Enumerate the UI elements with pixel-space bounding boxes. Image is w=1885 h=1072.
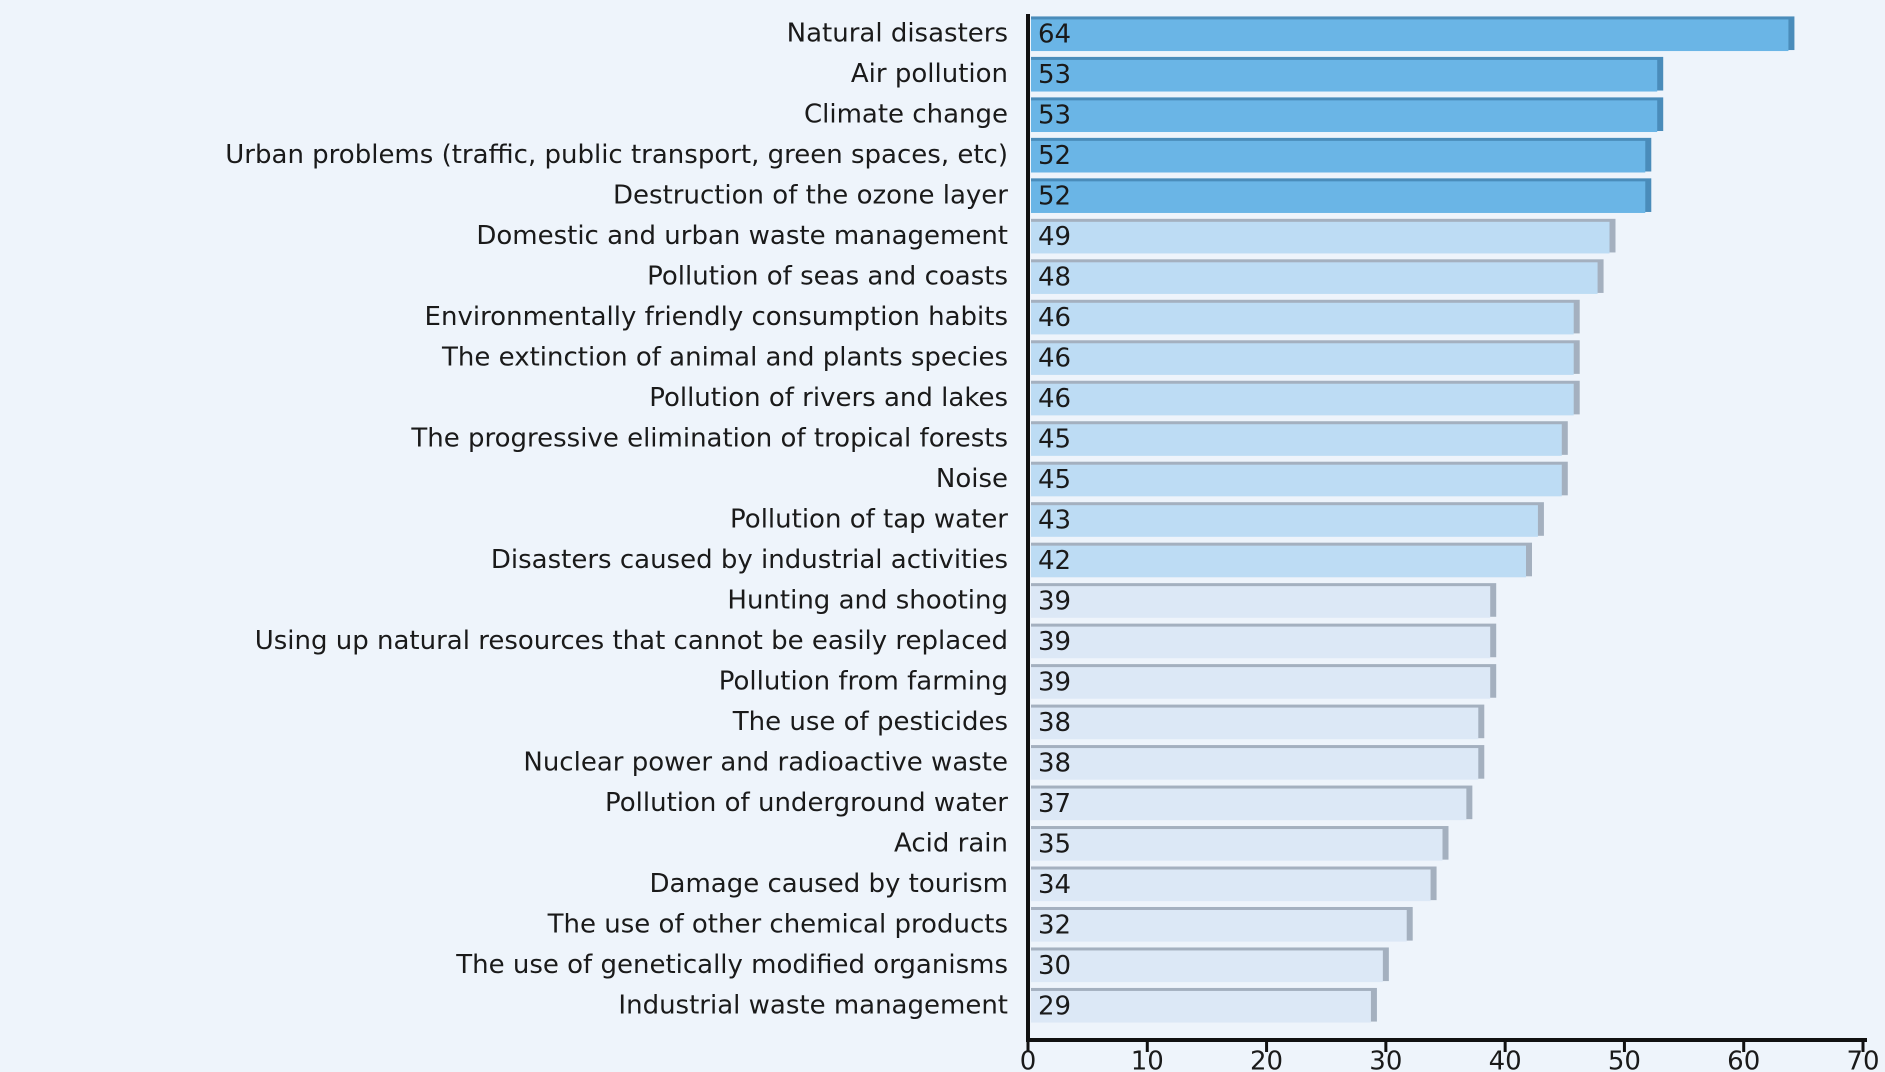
category-label: The use of other chemical products	[547, 909, 1008, 939]
bar	[1031, 343, 1574, 375]
bar	[1031, 302, 1574, 335]
bar	[1031, 424, 1562, 456]
value-label: 53	[1038, 60, 1071, 90]
value-label: 38	[1038, 748, 1071, 778]
bar	[1031, 626, 1491, 659]
x-tick-label: 60	[1727, 1047, 1760, 1072]
category-label: The progressive elimination of tropical …	[410, 424, 1008, 454]
category-label: Nuclear power and radioactive waste	[523, 747, 1008, 777]
value-label: 46	[1038, 384, 1071, 414]
bar	[1031, 990, 1371, 1023]
value-label: 30	[1038, 951, 1071, 981]
value-label: 49	[1038, 222, 1071, 252]
bar	[1031, 829, 1443, 861]
bar	[1031, 545, 1526, 578]
category-label: Environmentally friendly consumption hab…	[425, 302, 1008, 332]
category-label: Using up natural resources that cannot b…	[255, 626, 1008, 656]
category-label: The extinction of animal and plants spec…	[441, 343, 1008, 373]
category-label: Disasters caused by industrial activitie…	[491, 545, 1008, 575]
bar	[1031, 707, 1479, 740]
value-label: 39	[1038, 627, 1071, 657]
value-label: 43	[1038, 506, 1071, 536]
bar	[1031, 100, 1658, 133]
value-label: 48	[1038, 263, 1071, 293]
value-label: 39	[1038, 586, 1071, 616]
x-tick-label: 20	[1250, 1047, 1283, 1072]
bar	[1031, 869, 1431, 902]
category-label: Industrial waste management	[618, 990, 1008, 1020]
bar	[1031, 464, 1562, 497]
bar	[1031, 383, 1574, 416]
bar	[1031, 19, 1789, 52]
category-label: Natural disasters	[787, 19, 1008, 49]
category-label: Pollution of seas and coasts	[647, 262, 1008, 292]
value-label: 53	[1038, 101, 1071, 131]
x-tick-label: 40	[1489, 1047, 1522, 1072]
bar	[1031, 950, 1383, 983]
bar	[1031, 667, 1491, 699]
category-label: The use of pesticides	[732, 707, 1008, 737]
value-label: 52	[1038, 182, 1071, 212]
bar	[1031, 505, 1538, 537]
value-label: 42	[1038, 546, 1071, 576]
value-label: 45	[1038, 425, 1071, 455]
bar	[1031, 586, 1491, 618]
category-label: Urban problems (traffic, public transpor…	[225, 140, 1008, 170]
bar	[1031, 262, 1598, 294]
category-label: Pollution of tap water	[730, 505, 1008, 535]
category-label: Air pollution	[851, 59, 1008, 89]
bar	[1031, 140, 1646, 173]
bar	[1031, 909, 1407, 942]
category-label: Damage caused by tourism	[649, 869, 1008, 899]
value-label: 29	[1038, 991, 1071, 1021]
value-label: 39	[1038, 667, 1071, 697]
value-label: 34	[1038, 870, 1071, 900]
value-label: 46	[1038, 303, 1071, 333]
category-label: The use of genetically modified organism…	[455, 950, 1008, 980]
category-label: Climate change	[804, 100, 1008, 130]
value-label: 32	[1038, 910, 1071, 940]
value-label: 37	[1038, 789, 1071, 819]
bar	[1031, 221, 1610, 254]
category-label: Pollution of underground water	[605, 788, 1008, 818]
value-label: 38	[1038, 708, 1071, 738]
bar	[1031, 181, 1646, 213]
category-label: Hunting and shooting	[727, 585, 1008, 615]
bar	[1031, 59, 1658, 92]
value-label: 45	[1038, 465, 1071, 495]
category-label: Noise	[936, 464, 1008, 494]
category-label: Pollution from farming	[719, 666, 1008, 696]
x-tick-label: 70	[1846, 1047, 1879, 1072]
value-label: 52	[1038, 141, 1071, 171]
value-label: 64	[1038, 20, 1071, 50]
category-label: Destruction of the ozone layer	[613, 181, 1008, 211]
x-tick-label: 50	[1608, 1047, 1641, 1072]
category-label: Pollution of rivers and lakes	[649, 383, 1008, 413]
category-label: Domestic and urban waste management	[476, 221, 1008, 251]
bar	[1031, 788, 1467, 821]
category-label: Acid rain	[894, 828, 1008, 858]
x-tick-label: 0	[1020, 1047, 1037, 1072]
bar	[1031, 748, 1479, 780]
value-label: 46	[1038, 344, 1071, 374]
value-label: 35	[1038, 829, 1071, 859]
x-tick-label: 30	[1369, 1047, 1402, 1072]
x-tick-label: 10	[1131, 1047, 1164, 1072]
